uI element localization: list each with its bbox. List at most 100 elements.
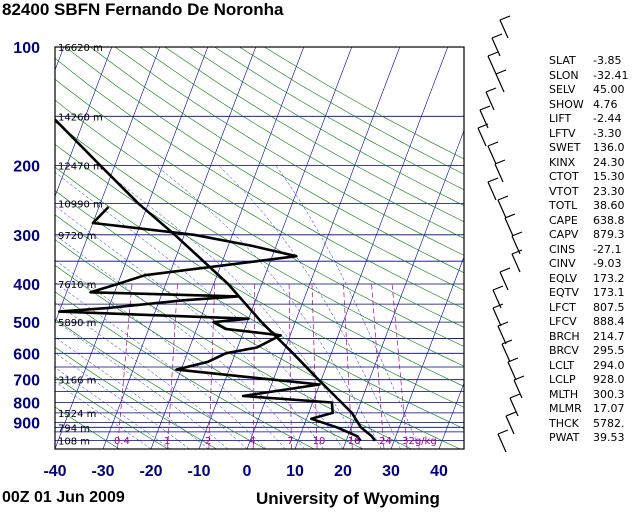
pressure-tick-label: 400 (13, 277, 40, 294)
index-row: SHOW 4.76 (549, 98, 637, 113)
index-row: SWET 136.0 (549, 141, 637, 156)
wind-barb-staff (513, 379, 523, 399)
index-value: 173.2 (593, 271, 625, 285)
wind-barb-flag (513, 375, 525, 381)
wind-barb-flag (492, 285, 504, 291)
moist-adiabat (275, 165, 421, 449)
wind-barb-flag (501, 339, 513, 345)
isotherm-line (55, 47, 113, 198)
moist-adiabat (55, 352, 190, 449)
index-value: 23.30 (593, 184, 625, 198)
isotherm-line (102, 47, 257, 449)
index-value: 45.00 (593, 83, 625, 96)
index-row: VTOT 23.30 (549, 185, 637, 200)
wind-barb-flag (499, 267, 511, 273)
index-value: 5782. (593, 416, 625, 430)
index-row: BRCH 214.7 (549, 330, 637, 345)
index-name: LFTV (549, 126, 576, 140)
index-row: LCLT 294.0 (549, 359, 637, 374)
pressure-tick-label: 500 (13, 315, 40, 332)
moist-adiabat (55, 234, 305, 449)
dry-adiabat (55, 214, 461, 449)
index-name: LFCT (549, 300, 576, 314)
observation-date: 00Z 01 Jun 2009 (2, 489, 125, 506)
dry-adiabat (55, 291, 315, 449)
mixing-ratio-line (252, 284, 256, 449)
index-name: SELV (549, 83, 576, 96)
wind-barb-staff (499, 19, 509, 39)
index-value: -3.85 (593, 54, 622, 67)
wind-barb-flag (509, 393, 521, 399)
wind-barb-staff (487, 145, 497, 165)
moist-adiabat (55, 171, 344, 449)
index-name: VTOT (549, 184, 579, 198)
wind-barb-staff (497, 199, 507, 219)
mixing-ratio-label: 7 (287, 436, 293, 447)
mixing-ratio-label: 2 (205, 436, 211, 447)
index-row: SLON -32.41 (549, 69, 637, 84)
moist-adiabat (55, 281, 267, 449)
pressure-tick-label: 200 (13, 159, 40, 176)
wind-barb-staff (509, 397, 519, 417)
index-value: 15.30 (593, 170, 625, 183)
mixing-ratio-line (117, 283, 133, 449)
pressure-tick-label: 600 (13, 346, 40, 363)
wind-barb-staff (487, 55, 497, 75)
wind-barb-flag (507, 357, 519, 363)
wind-barb-staff (491, 37, 501, 57)
mixing-ratio-label: 4 (249, 436, 255, 447)
index-name: MLMR (549, 402, 582, 415)
dry-adiabat (90, 47, 464, 274)
dry-adiabat (55, 78, 464, 328)
index-name: SLAT (549, 54, 576, 67)
index-row: TOTL 38.60 (549, 199, 637, 214)
index-name: SHOW (549, 97, 584, 111)
index-value: 638.8 (593, 213, 625, 227)
temperature-tick-label: 10 (286, 463, 304, 480)
index-name: LFCV (549, 315, 577, 328)
source-label: University of Wyoming (256, 489, 440, 508)
mixing-ratio-line (167, 283, 178, 449)
mixing-ratio-label: 0.4 (114, 436, 130, 447)
index-row: LFCT 807.5 (549, 301, 637, 316)
dry-adiabat (65, 47, 464, 291)
index-name: EQLV (549, 271, 578, 285)
wind-barb-flag (511, 249, 523, 255)
dry-adiabat (55, 58, 464, 310)
index-row: CAPE 638.8 (549, 214, 637, 229)
index-row: BRCV 295.5 (549, 344, 637, 359)
index-value: -27.1 (593, 242, 622, 256)
wind-barb-flag (497, 429, 509, 435)
pressure-tick-label: 800 (13, 396, 40, 413)
mixing-ratio-label: 16 (348, 436, 361, 447)
index-value: 295.5 (593, 344, 625, 357)
wind-barb-flag (494, 159, 506, 165)
dry-adiabat (55, 406, 120, 449)
pressure-tick-label: 700 (13, 373, 40, 390)
temperature-tick-label: 0 (243, 463, 252, 480)
index-value: 38.60 (593, 199, 625, 212)
grid-lines (55, 47, 464, 449)
dry-adiabat (55, 376, 169, 449)
pressure-tick-label: 100 (13, 40, 40, 57)
mixing-ratio-label: 1 (164, 436, 170, 447)
index-value: 136.0 (593, 141, 625, 154)
wind-barb-flag (477, 123, 489, 129)
index-row: CINV -9.03 (549, 257, 637, 272)
mixing-ratio-line (391, 283, 408, 449)
index-value: 879.3 (593, 228, 625, 241)
wind-barb-flag (497, 195, 509, 201)
index-name: CAPV (549, 228, 579, 241)
profiles (55, 117, 377, 442)
moist-adiabat (55, 367, 171, 449)
index-row: MLMR 17.07 (549, 402, 637, 417)
isotherm-line (246, 47, 401, 449)
mixing-ratio-line (288, 284, 292, 449)
moist-adiabat (55, 320, 228, 449)
index-name: SWET (549, 141, 581, 154)
index-row: LFCV 888.4 (549, 315, 637, 330)
temperature-tick-label: -20 (139, 463, 162, 480)
index-row: LCLP 928.0 (549, 373, 637, 388)
dewpoint-profile (57, 206, 362, 442)
temperature-tick-label: 30 (382, 463, 400, 480)
